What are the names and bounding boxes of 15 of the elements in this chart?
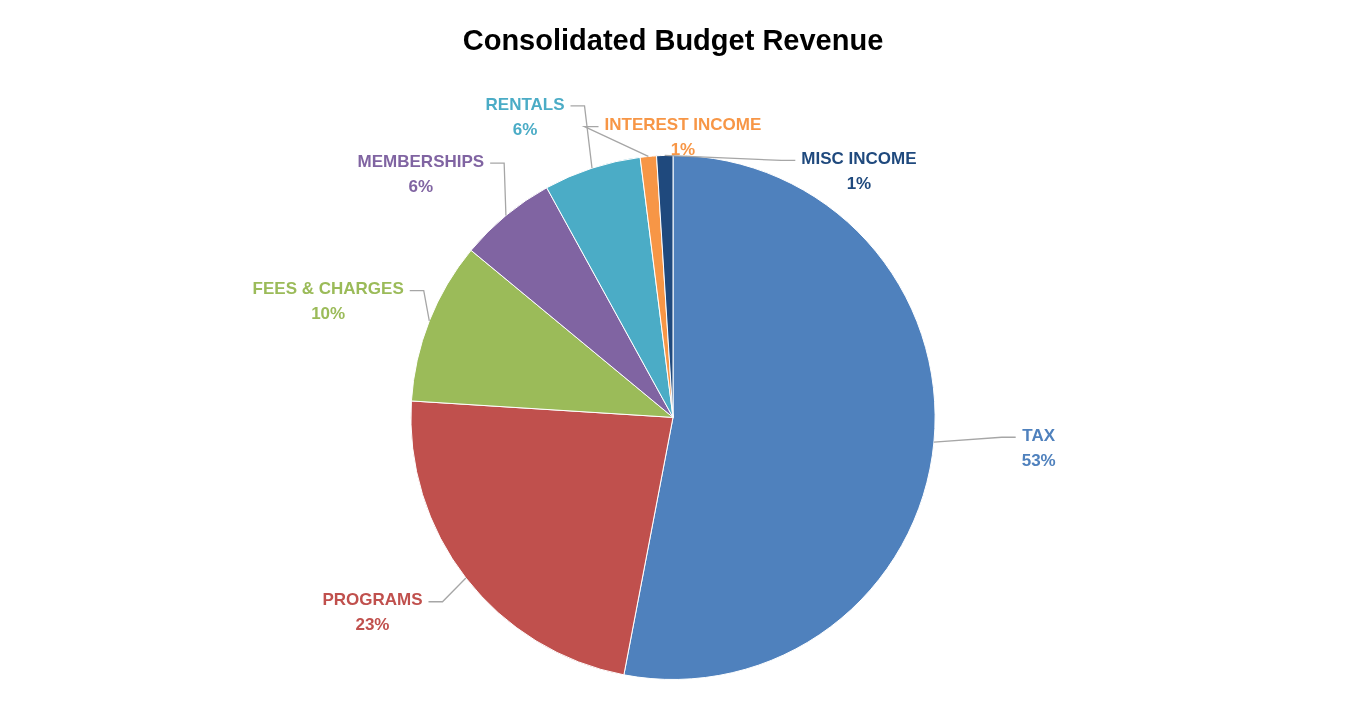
- data-label: 6%: [408, 176, 434, 196]
- slice-label: PROGRAMS: [322, 590, 423, 610]
- slice-label: MEMBERSHIPS: [357, 151, 485, 171]
- slice-label: FEES & CHARGES: [252, 279, 404, 299]
- data-label: 10%: [311, 304, 346, 324]
- data-label: 53%: [1021, 450, 1056, 470]
- slice-label: RENTALS: [485, 94, 565, 114]
- slice-label: INTEREST INCOME: [604, 115, 762, 135]
- slice-label: MISC INCOME: [801, 149, 917, 169]
- data-label: 23%: [355, 615, 390, 635]
- chart-title: Consolidated Budget Revenue: [462, 24, 884, 57]
- data-label: 1%: [846, 174, 872, 194]
- data-label: 6%: [512, 119, 538, 139]
- data-label: 1%: [670, 140, 696, 160]
- slice-label: TAX: [1022, 425, 1056, 445]
